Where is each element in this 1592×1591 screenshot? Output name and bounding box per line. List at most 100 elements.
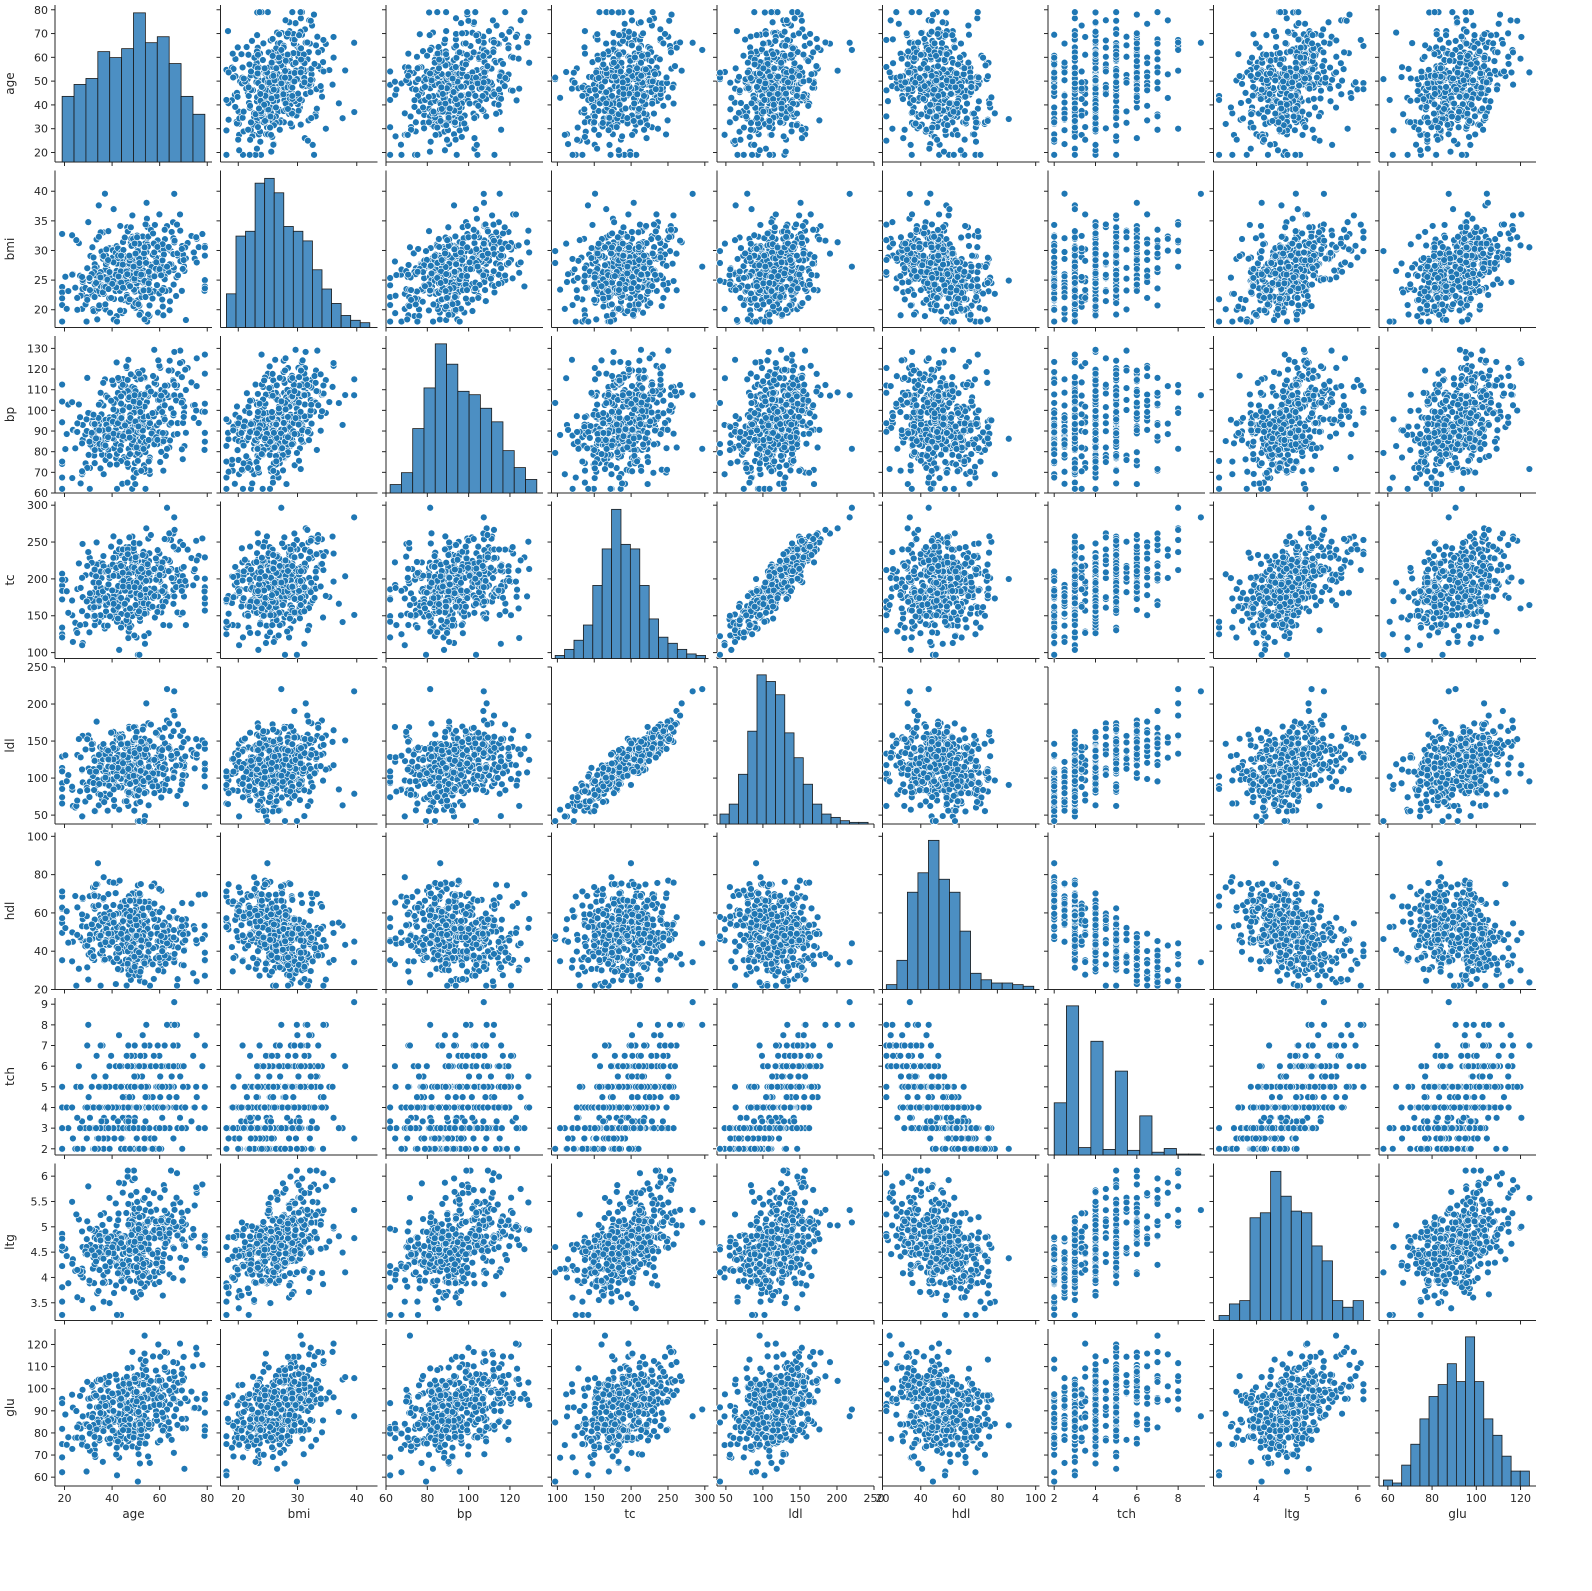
scatter-point bbox=[599, 119, 606, 126]
scatter-point bbox=[245, 126, 252, 133]
scatter-point bbox=[1197, 39, 1204, 46]
scatter-point bbox=[1113, 31, 1120, 38]
scatter-point bbox=[783, 90, 790, 97]
scatter-point bbox=[1133, 104, 1140, 111]
scatter-point bbox=[414, 65, 421, 72]
scatter-point bbox=[1078, 22, 1085, 29]
scatter-point bbox=[412, 86, 419, 93]
scatter-point bbox=[1144, 117, 1151, 124]
scatter-point bbox=[736, 87, 743, 94]
scatter-point bbox=[954, 132, 961, 139]
scatter-point bbox=[762, 80, 769, 87]
scatter-point bbox=[456, 127, 463, 134]
scatter-point bbox=[493, 110, 500, 117]
scatter-point bbox=[591, 119, 598, 126]
scatter-point bbox=[415, 76, 422, 83]
scatter-point bbox=[930, 11, 937, 18]
scatter-point bbox=[595, 56, 602, 63]
scatter-point bbox=[631, 54, 638, 61]
scatter-point bbox=[462, 61, 469, 68]
scatter-point bbox=[799, 135, 806, 142]
scatter-point bbox=[747, 75, 754, 82]
scatter-point bbox=[307, 17, 314, 24]
scatter-point bbox=[517, 17, 524, 24]
scatter-point bbox=[777, 119, 784, 126]
scatter-point bbox=[610, 39, 617, 46]
scatter-point bbox=[1133, 135, 1140, 142]
scatter-point bbox=[490, 49, 497, 56]
scatter-point bbox=[743, 113, 750, 120]
scatter-point bbox=[646, 17, 653, 24]
scatter-point bbox=[427, 148, 434, 155]
scatter-point bbox=[651, 110, 658, 117]
scatter-point bbox=[258, 84, 265, 91]
scatter-point bbox=[806, 40, 813, 47]
scatter-point bbox=[669, 84, 676, 91]
scatter-point bbox=[943, 51, 950, 58]
scatter-point bbox=[1061, 127, 1068, 134]
scatter-point bbox=[498, 32, 505, 39]
scatter-point bbox=[1102, 68, 1109, 75]
scatter-point bbox=[636, 106, 643, 113]
scatter-point bbox=[270, 86, 277, 93]
scatter-point bbox=[984, 118, 991, 125]
scatter-point bbox=[443, 51, 450, 58]
scatter-point bbox=[1133, 11, 1140, 18]
scatter-point bbox=[768, 9, 775, 16]
scatter-point bbox=[464, 9, 471, 16]
scatter-point bbox=[588, 96, 595, 103]
scatter-point bbox=[393, 86, 400, 93]
scatter-point bbox=[747, 126, 754, 133]
scatter-point bbox=[1071, 151, 1078, 158]
scatter-point bbox=[443, 9, 450, 16]
scatter-point bbox=[751, 61, 758, 68]
scatter-point bbox=[398, 151, 405, 158]
scatter-point bbox=[596, 9, 603, 16]
scatter-point bbox=[917, 51, 924, 58]
scatter-point bbox=[282, 57, 289, 64]
scatter-point bbox=[616, 32, 623, 39]
scatter-point bbox=[339, 115, 346, 122]
scatter-point bbox=[949, 78, 956, 85]
scatter-point bbox=[678, 67, 685, 74]
scatter-point bbox=[320, 68, 327, 75]
scatter-point bbox=[311, 151, 318, 158]
scatter-point bbox=[1061, 115, 1068, 122]
scatter-point bbox=[935, 63, 942, 70]
scatter-point bbox=[427, 138, 434, 145]
panel-age-vs-tch bbox=[1044, 5, 1205, 166]
scatter-point bbox=[905, 86, 912, 93]
scatter-point bbox=[617, 68, 624, 75]
scatter-point bbox=[638, 72, 645, 79]
scatter-point bbox=[916, 9, 923, 16]
scatter-point bbox=[810, 49, 817, 56]
scatter-point bbox=[783, 17, 790, 24]
scatter-point bbox=[787, 106, 794, 113]
scatter-point bbox=[760, 40, 767, 47]
scatter-point bbox=[846, 39, 853, 46]
scatter-point bbox=[398, 141, 405, 148]
scatter-point bbox=[249, 37, 256, 44]
scatter-point bbox=[834, 67, 841, 74]
scatter-point bbox=[298, 45, 305, 52]
scatter-point bbox=[908, 9, 915, 16]
scatter-point bbox=[1144, 87, 1151, 94]
scatter-point bbox=[270, 72, 277, 79]
scatter-point bbox=[291, 70, 298, 77]
scatter-point bbox=[502, 9, 509, 16]
scatter-point bbox=[787, 51, 794, 58]
scatter-point bbox=[275, 54, 282, 61]
scatter-point bbox=[615, 147, 622, 154]
scatter-point bbox=[489, 17, 496, 24]
scatter-point bbox=[736, 73, 743, 80]
scatter-point bbox=[1061, 141, 1068, 148]
scatter-point bbox=[590, 104, 597, 111]
scatter-point bbox=[351, 109, 358, 116]
scatter-point bbox=[524, 39, 531, 46]
scatter-point bbox=[282, 17, 289, 24]
scatter-point bbox=[956, 54, 963, 61]
scatter-point bbox=[239, 64, 246, 71]
scatter-point bbox=[459, 30, 466, 37]
scatter-point bbox=[276, 31, 283, 38]
scatter-point bbox=[958, 40, 965, 47]
